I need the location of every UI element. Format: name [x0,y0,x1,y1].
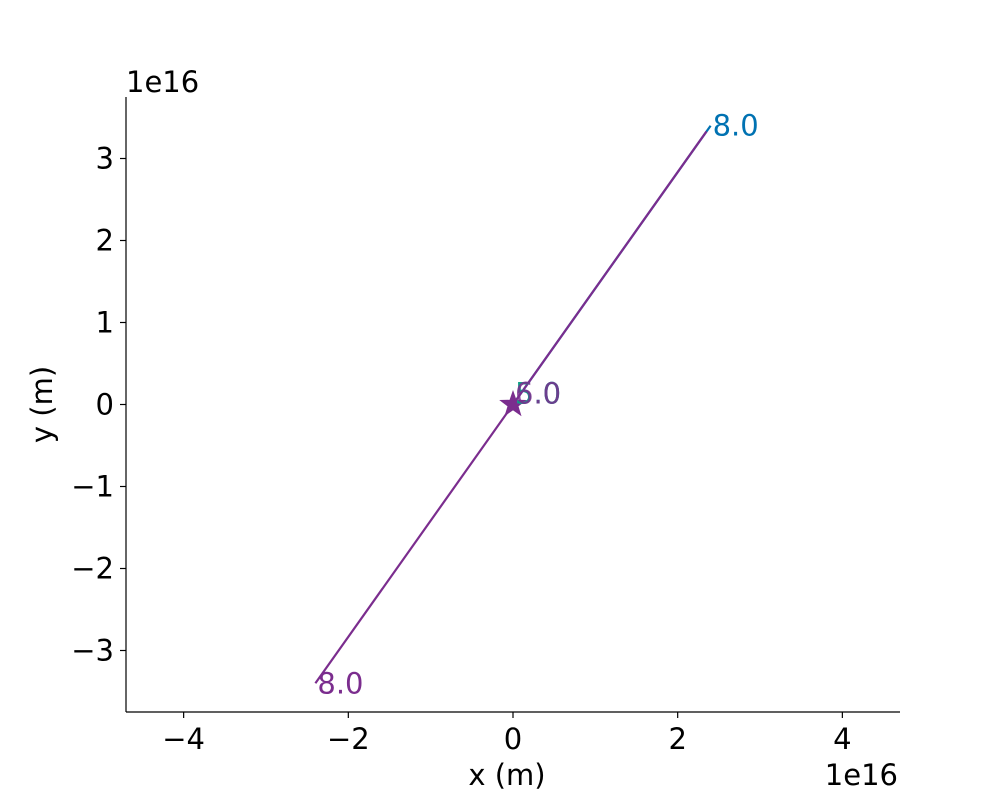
x-tick-label: 2 [668,722,686,756]
y-tick-label: 3 [96,142,114,176]
x-tick-label: 4 [833,722,851,756]
center-label: 5.0 [515,377,561,411]
series-layer [314,125,712,684]
y-tick-label: −3 [71,634,114,668]
series-line [314,403,514,684]
x-tick-label: 0 [504,722,522,756]
y-tick-label: 2 [96,224,114,258]
label-layer: 8.08.05.05.06.0 [317,109,758,701]
center-star-marker [499,389,527,417]
series-end-label: 8.0 [713,109,759,143]
x-tick-label: −2 [327,722,370,756]
series-line [512,130,708,406]
center-label: 6.0 [515,377,561,411]
x-tick-label: −4 [162,722,205,756]
y-tick-label: −1 [71,470,114,504]
center-label: 5.0 [515,377,561,411]
y-axis-label: y (m) [25,366,59,443]
x-axis-label: x (m) [468,758,545,792]
y-offset-label: 1e16 [126,65,199,99]
y-tick-label: 0 [96,388,114,422]
y-tick-label: 1 [96,306,114,340]
y-tick-label: −2 [71,552,114,586]
x-offset-label: 1e16 [825,758,898,792]
axes: −4 −2 0 2 4 −3 −2 −1 0 1 2 3 [71,97,900,756]
series-end-label: 8.0 [317,666,363,700]
